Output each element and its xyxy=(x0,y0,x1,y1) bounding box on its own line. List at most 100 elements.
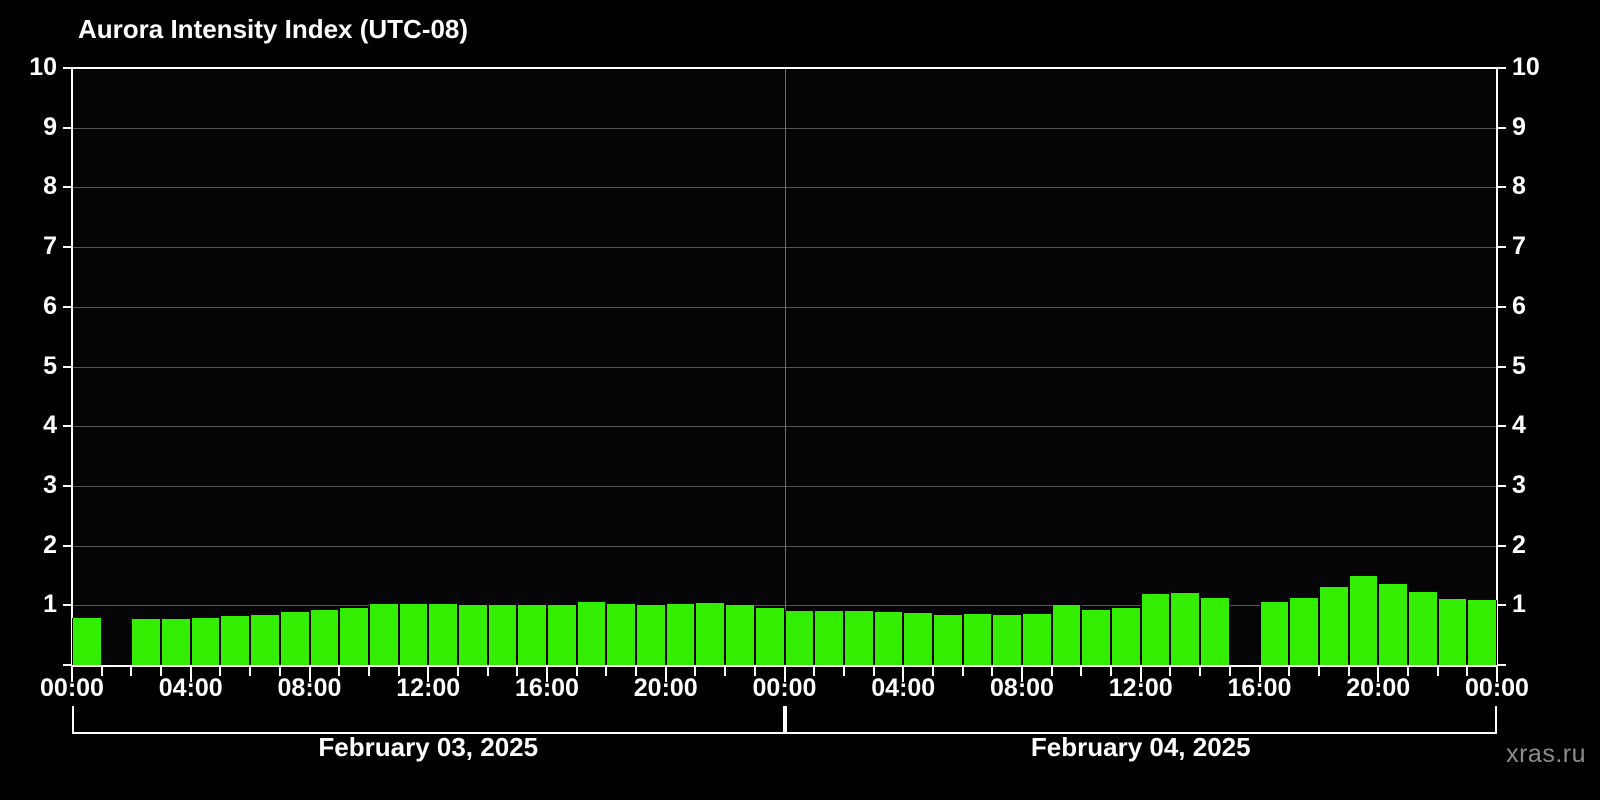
x-tick-hour-2 xyxy=(130,667,133,676)
x-tick-hour-21 xyxy=(694,667,697,676)
y-axis-label-right-9: 9 xyxy=(1512,112,1526,141)
x-tick-hour-25 xyxy=(813,667,816,676)
x-tick-hour-40 xyxy=(1258,667,1261,682)
y-axis-label-right-10: 10 xyxy=(1512,53,1540,81)
x-tick-hour-11 xyxy=(397,667,400,676)
bar xyxy=(1022,614,1052,665)
x-axis-label-3: 12:00 xyxy=(396,674,461,702)
y-axis-label-right-8: 8 xyxy=(1512,172,1526,201)
x-tick-hour-14 xyxy=(486,667,489,676)
day-bracket-1 xyxy=(72,706,785,734)
x-tick-hour-9 xyxy=(338,667,341,676)
y-axis-label-right-2: 2 xyxy=(1512,530,1526,559)
day-label-1: February 03, 2025 xyxy=(318,732,539,762)
gridline-y-5 xyxy=(72,366,1497,368)
x-tick-hour-20 xyxy=(664,667,667,682)
gridlines xyxy=(72,68,1497,665)
bar xyxy=(1467,599,1497,665)
x-tick-hour-37 xyxy=(1169,667,1172,676)
x-axis-label-1: 04:00 xyxy=(158,674,223,702)
x-axis-label-4: 16:00 xyxy=(515,674,579,702)
x-tick-hour-7 xyxy=(278,667,281,676)
bar xyxy=(1140,593,1171,665)
gridline-y-8 xyxy=(72,187,1497,189)
x-tick-hour-19 xyxy=(635,667,638,676)
y-tick-right-4 xyxy=(1497,425,1506,428)
bar xyxy=(665,604,696,665)
bar xyxy=(1378,583,1408,665)
bar xyxy=(398,604,429,665)
x-tick-hour-8 xyxy=(308,667,311,682)
x-tick-hour-29 xyxy=(931,667,934,676)
bar xyxy=(784,610,815,665)
bar xyxy=(309,610,340,665)
bar xyxy=(339,607,369,665)
bar xyxy=(547,604,577,665)
x-tick-hour-26 xyxy=(842,667,845,676)
x-axis-label-6: 00:00 xyxy=(752,674,817,702)
x-axis-label-8: 08:00 xyxy=(990,674,1054,702)
x-tick-hour-34 xyxy=(1080,667,1083,676)
bar xyxy=(1318,587,1349,665)
x-tick-hour-24 xyxy=(783,667,786,682)
x-tick-hour-44 xyxy=(1377,667,1380,682)
y-tick-right-5 xyxy=(1497,365,1506,368)
y-tick-left-7 xyxy=(63,246,72,249)
bar xyxy=(1200,597,1230,665)
gridline-y-3 xyxy=(72,485,1497,487)
bar xyxy=(695,602,726,665)
y-axis-label-right-4: 4 xyxy=(1512,411,1526,440)
x-tick-hour-27 xyxy=(872,667,875,676)
x-tick-hour-38 xyxy=(1199,667,1202,676)
y-tick-left-9 xyxy=(63,126,72,129)
bar xyxy=(1437,599,1468,665)
bar xyxy=(1170,593,1201,665)
y-tick-right-6 xyxy=(1497,305,1506,308)
gridline-y-2 xyxy=(72,545,1497,547)
y-tick-right-0 xyxy=(1497,664,1506,666)
gridline-y-6 xyxy=(72,306,1497,308)
y-tick-right-10 xyxy=(1497,67,1506,69)
x-tick-hour-43 xyxy=(1347,667,1350,676)
x-tick-hour-23 xyxy=(753,667,756,676)
y-axis-label-left-4: 4 xyxy=(43,411,57,440)
y-tick-right-8 xyxy=(1497,186,1506,189)
axis-left xyxy=(71,67,73,667)
x-tick-hour-22 xyxy=(724,667,727,676)
bar xyxy=(250,614,280,665)
x-tick-hour-4 xyxy=(189,667,192,682)
bar xyxy=(1081,610,1112,665)
bar xyxy=(457,605,488,665)
x-tick-hour-3 xyxy=(160,667,163,676)
y-tick-left-10 xyxy=(63,67,72,69)
day-bracket-2 xyxy=(784,706,1497,734)
y-axis-label-left-5: 5 xyxy=(43,351,57,380)
bar xyxy=(576,602,607,665)
y-axis-label-left-6: 6 xyxy=(43,291,57,320)
bar xyxy=(962,614,993,665)
y-tick-left-8 xyxy=(63,186,72,189)
axis-bottom xyxy=(72,665,1498,667)
y-tick-right-1 xyxy=(1497,604,1506,607)
bar xyxy=(428,604,458,665)
y-tick-left-3 xyxy=(63,484,72,487)
x-tick-hour-18 xyxy=(605,667,608,676)
x-tick-hour-36 xyxy=(1139,667,1142,682)
bar xyxy=(725,605,755,665)
bar xyxy=(487,605,518,665)
y-tick-left-1 xyxy=(63,604,72,607)
bar xyxy=(131,619,162,665)
y-axis-label-right-6: 6 xyxy=(1512,291,1526,320)
y-axis-label-left-10: 10 xyxy=(29,53,57,81)
x-tick-hour-35 xyxy=(1110,667,1113,676)
bar xyxy=(72,618,102,665)
x-tick-hour-48 xyxy=(1496,667,1498,682)
y-axis-label-right-1: 1 xyxy=(1512,590,1526,619)
bar-series xyxy=(72,68,1497,665)
x-axis-label-9: 12:00 xyxy=(1108,674,1173,702)
day-divider-line xyxy=(785,68,786,665)
x-axis-label-5: 20:00 xyxy=(633,674,698,702)
bar xyxy=(1289,598,1319,665)
bar xyxy=(368,603,399,665)
